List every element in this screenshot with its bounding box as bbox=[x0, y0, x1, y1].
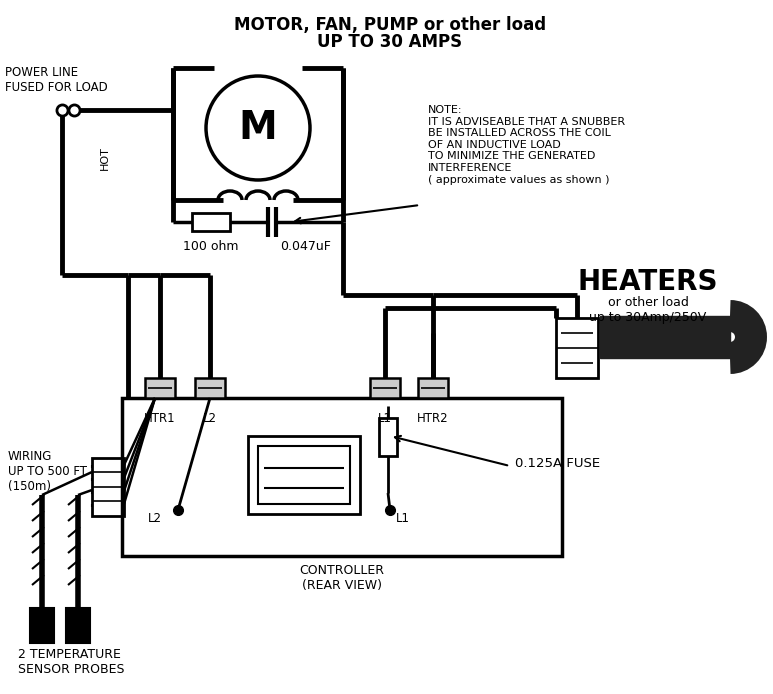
Text: HOT: HOT bbox=[100, 146, 110, 170]
Text: L1: L1 bbox=[396, 512, 410, 525]
Bar bbox=[418, 378, 448, 398]
Text: L1: L1 bbox=[378, 412, 392, 425]
Text: 0.047uF: 0.047uF bbox=[280, 240, 331, 253]
Text: 0.125A FUSE: 0.125A FUSE bbox=[515, 457, 600, 470]
Bar bbox=[192, 213, 230, 231]
Text: WIRING
UP TO 500 FT
(150m): WIRING UP TO 500 FT (150m) bbox=[8, 450, 87, 493]
Bar bbox=[600, 337, 730, 358]
Bar bbox=[258, 446, 350, 504]
Text: POWER LINE
FUSED FOR LOAD: POWER LINE FUSED FOR LOAD bbox=[5, 66, 107, 94]
Bar bbox=[556, 318, 598, 378]
Bar bbox=[248, 436, 360, 514]
Text: L2: L2 bbox=[203, 412, 217, 425]
Text: HEATERS: HEATERS bbox=[577, 268, 718, 296]
Text: MOTOR, FAN, PUMP or other load: MOTOR, FAN, PUMP or other load bbox=[234, 16, 546, 34]
Text: M: M bbox=[239, 109, 278, 147]
Text: UP TO 30 AMPS: UP TO 30 AMPS bbox=[318, 33, 462, 51]
Text: or other load
up to 30Amp/250V: or other load up to 30Amp/250V bbox=[589, 296, 707, 324]
Text: 2 TEMPERATURE
SENSOR PROBES: 2 TEMPERATURE SENSOR PROBES bbox=[18, 648, 124, 676]
Bar bbox=[122, 398, 562, 556]
Bar bbox=[30, 608, 54, 643]
Text: HTR2: HTR2 bbox=[417, 412, 449, 425]
Bar bbox=[600, 316, 730, 337]
Bar bbox=[145, 378, 175, 398]
Bar bbox=[66, 608, 90, 643]
Text: CONTROLLER
(REAR VIEW): CONTROLLER (REAR VIEW) bbox=[299, 564, 384, 592]
Bar bbox=[379, 418, 397, 456]
Text: 100 ohm: 100 ohm bbox=[183, 240, 239, 253]
Text: HTR1: HTR1 bbox=[145, 412, 175, 425]
Text: NOTE:
IT IS ADVISEABLE THAT A SNUBBER
BE INSTALLED ACROSS THE COIL
OF AN INDUCTI: NOTE: IT IS ADVISEABLE THAT A SNUBBER BE… bbox=[428, 105, 625, 185]
Bar bbox=[92, 458, 124, 516]
Bar bbox=[370, 378, 400, 398]
Bar bbox=[195, 378, 225, 398]
Text: L2: L2 bbox=[148, 512, 162, 525]
